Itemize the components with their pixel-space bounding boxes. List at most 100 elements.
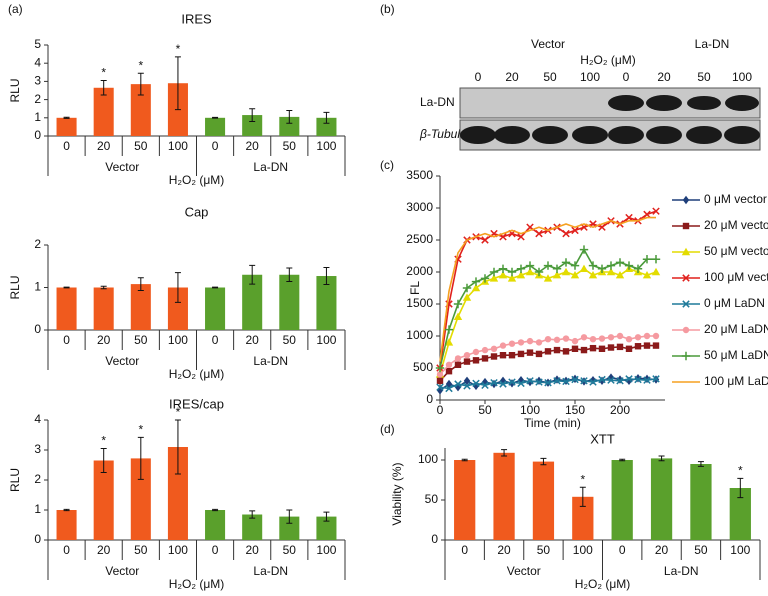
marker <box>535 378 543 386</box>
marker <box>544 336 552 343</box>
marker <box>526 377 534 385</box>
marker <box>571 375 579 384</box>
marker <box>562 335 570 342</box>
y-tick-label: 1000 <box>406 328 433 342</box>
x-tick-label: 200 <box>610 403 630 417</box>
y-tick-label: 4 <box>34 412 41 426</box>
marker <box>517 350 525 358</box>
bar <box>130 458 151 540</box>
legend-label: 0 μM vector <box>704 192 767 206</box>
error-bar <box>286 509 293 524</box>
group-label: La-DN <box>253 564 288 578</box>
chart-title: IRES/cap <box>169 396 224 411</box>
error-bar <box>174 272 181 303</box>
significance: * <box>138 58 143 72</box>
x-axis-label: H₂O₂ (μM) <box>169 577 225 591</box>
bar <box>279 116 300 136</box>
error-bar <box>63 508 70 512</box>
group-label: La-DN <box>695 37 730 51</box>
marker <box>607 376 615 384</box>
x-tick-label: 100 <box>168 333 188 347</box>
x-tick-label: 20 <box>97 139 111 153</box>
y-axis-label: FL <box>408 281 422 295</box>
marker <box>517 233 525 241</box>
panel-label: (d) <box>380 422 395 436</box>
legend-label: 50 μM LaDN <box>704 348 768 362</box>
x-tick-label: 20 <box>497 543 511 557</box>
marker <box>571 226 579 235</box>
line <box>439 210 657 369</box>
marker <box>597 264 607 273</box>
marker <box>445 361 453 368</box>
marker <box>580 377 588 385</box>
x-tick-label: 100 <box>730 543 750 557</box>
x-tick-label: 100 <box>520 403 540 417</box>
lane-label: 0 <box>475 70 482 84</box>
marker <box>471 283 481 292</box>
marker <box>616 377 624 385</box>
marker <box>535 350 543 358</box>
group-label: La-DN <box>253 354 288 368</box>
y-tick-label: 1500 <box>406 296 433 310</box>
bar <box>167 287 188 330</box>
marker <box>607 344 615 351</box>
legend-label: 20 μM vector <box>704 218 768 232</box>
y-axis-label: RLU <box>8 78 22 102</box>
marker <box>598 335 606 342</box>
marker <box>616 343 624 351</box>
marker <box>525 267 535 276</box>
lane-label: 0 <box>623 70 630 84</box>
y-tick-label: 0 <box>34 128 41 142</box>
y-axis-label: RLU <box>8 468 22 492</box>
x-tick-label: 50 <box>478 403 492 417</box>
x-tick-label: 50 <box>134 139 148 153</box>
marker <box>436 371 444 378</box>
marker <box>535 229 543 238</box>
marker <box>652 342 660 349</box>
error-bar <box>249 510 256 519</box>
marker <box>517 339 525 346</box>
group-label: Vector <box>105 160 139 174</box>
marker <box>652 332 660 340</box>
marker <box>681 351 691 361</box>
marker <box>498 271 508 279</box>
marker <box>490 378 498 387</box>
bar <box>205 510 226 540</box>
y-tick-label: 1 <box>34 280 41 294</box>
marker <box>444 338 454 346</box>
bar <box>242 115 263 136</box>
lane-label: 100 <box>732 70 752 84</box>
x-tick-label: 20 <box>246 139 260 153</box>
group-label: Vector <box>105 564 139 578</box>
error-bar <box>63 116 70 119</box>
marker <box>570 261 580 270</box>
marker <box>507 267 517 277</box>
marker <box>643 332 651 340</box>
x-tick-label: 100 <box>316 139 336 153</box>
marker <box>651 267 661 276</box>
group-label: Vector <box>507 564 541 578</box>
marker <box>625 213 633 222</box>
marker <box>498 264 508 273</box>
panel-label: (c) <box>380 158 394 172</box>
marker <box>435 363 445 373</box>
error-bar <box>100 285 107 290</box>
marker <box>525 261 535 270</box>
marker <box>624 261 634 270</box>
marker <box>682 274 690 282</box>
marker <box>462 283 472 293</box>
marker <box>588 271 598 279</box>
marker <box>472 379 480 388</box>
error-bar <box>174 419 181 475</box>
x-axis-label: Time (min) <box>524 416 581 430</box>
error-bar <box>137 436 144 480</box>
blot-bands <box>460 95 760 144</box>
x-tick-label: 0 <box>63 543 70 557</box>
marker <box>490 345 498 352</box>
marker <box>561 258 571 267</box>
marker <box>579 245 589 254</box>
error-bar <box>619 458 626 462</box>
marker <box>481 381 489 390</box>
marker <box>606 261 616 270</box>
chart-title: Cap <box>185 204 209 219</box>
